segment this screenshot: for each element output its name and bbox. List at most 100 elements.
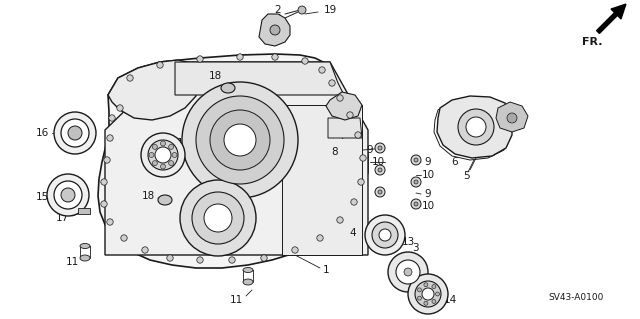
Circle shape bbox=[210, 110, 270, 170]
Circle shape bbox=[302, 58, 308, 64]
Circle shape bbox=[168, 145, 173, 149]
Text: 16: 16 bbox=[35, 128, 49, 138]
Circle shape bbox=[317, 235, 323, 241]
Text: 7: 7 bbox=[339, 131, 346, 141]
Circle shape bbox=[272, 54, 278, 60]
Circle shape bbox=[141, 133, 185, 177]
Ellipse shape bbox=[80, 243, 90, 249]
Circle shape bbox=[378, 168, 382, 172]
Circle shape bbox=[107, 135, 113, 141]
Text: 11: 11 bbox=[229, 295, 243, 305]
Polygon shape bbox=[78, 208, 90, 214]
Circle shape bbox=[351, 199, 357, 205]
Circle shape bbox=[411, 155, 421, 165]
Circle shape bbox=[388, 252, 428, 292]
Circle shape bbox=[229, 257, 236, 263]
Circle shape bbox=[157, 62, 163, 68]
Text: 10: 10 bbox=[421, 201, 435, 211]
Circle shape bbox=[329, 80, 335, 86]
Circle shape bbox=[424, 283, 428, 287]
Polygon shape bbox=[282, 105, 362, 255]
Circle shape bbox=[196, 96, 284, 184]
Circle shape bbox=[458, 109, 494, 145]
Circle shape bbox=[61, 188, 75, 202]
Polygon shape bbox=[98, 54, 368, 268]
Text: 3: 3 bbox=[412, 243, 419, 253]
Circle shape bbox=[347, 112, 353, 118]
Text: FR.: FR. bbox=[582, 37, 602, 47]
Circle shape bbox=[417, 288, 422, 292]
Ellipse shape bbox=[80, 255, 90, 261]
Circle shape bbox=[507, 113, 517, 123]
Text: 9: 9 bbox=[425, 157, 431, 167]
Text: 2: 2 bbox=[275, 5, 282, 15]
Circle shape bbox=[101, 201, 108, 207]
Circle shape bbox=[161, 164, 166, 169]
Circle shape bbox=[408, 274, 448, 314]
Text: 18: 18 bbox=[209, 71, 221, 81]
Circle shape bbox=[360, 155, 366, 161]
Polygon shape bbox=[496, 102, 528, 132]
Text: 19: 19 bbox=[323, 5, 337, 15]
Circle shape bbox=[319, 67, 325, 73]
Circle shape bbox=[197, 56, 204, 62]
Circle shape bbox=[411, 199, 421, 209]
Text: SV43-A0100: SV43-A0100 bbox=[548, 293, 604, 302]
Circle shape bbox=[424, 301, 428, 305]
Circle shape bbox=[417, 296, 422, 300]
Circle shape bbox=[378, 190, 382, 194]
Polygon shape bbox=[175, 62, 344, 95]
Text: 13: 13 bbox=[401, 237, 415, 247]
Circle shape bbox=[375, 187, 385, 197]
Polygon shape bbox=[108, 60, 200, 120]
Circle shape bbox=[414, 158, 418, 162]
Text: 4: 4 bbox=[349, 228, 356, 238]
Text: 19: 19 bbox=[511, 107, 525, 117]
Circle shape bbox=[379, 229, 391, 241]
Text: 18: 18 bbox=[141, 191, 155, 201]
Circle shape bbox=[204, 204, 232, 232]
Text: 9: 9 bbox=[367, 145, 373, 155]
Circle shape bbox=[109, 115, 115, 121]
Circle shape bbox=[375, 165, 385, 175]
Circle shape bbox=[167, 255, 173, 261]
Text: 17: 17 bbox=[56, 213, 68, 223]
Circle shape bbox=[104, 157, 110, 163]
Circle shape bbox=[155, 147, 171, 163]
Circle shape bbox=[142, 247, 148, 253]
Circle shape bbox=[197, 257, 204, 263]
Text: 14: 14 bbox=[444, 295, 456, 305]
Circle shape bbox=[337, 217, 343, 223]
Polygon shape bbox=[259, 14, 290, 46]
Circle shape bbox=[414, 180, 418, 184]
Circle shape bbox=[148, 140, 178, 170]
Polygon shape bbox=[105, 62, 368, 255]
Circle shape bbox=[365, 215, 405, 255]
Circle shape bbox=[121, 235, 127, 241]
Circle shape bbox=[237, 54, 243, 60]
Ellipse shape bbox=[158, 195, 172, 205]
Circle shape bbox=[192, 192, 244, 244]
Polygon shape bbox=[328, 118, 362, 138]
Circle shape bbox=[152, 145, 157, 149]
Circle shape bbox=[298, 6, 306, 14]
Circle shape bbox=[61, 119, 89, 147]
Circle shape bbox=[172, 152, 177, 158]
Circle shape bbox=[466, 117, 486, 137]
Circle shape bbox=[168, 161, 173, 166]
Circle shape bbox=[54, 181, 82, 209]
Polygon shape bbox=[326, 92, 362, 120]
Circle shape bbox=[404, 268, 412, 276]
Circle shape bbox=[415, 281, 441, 307]
Circle shape bbox=[127, 75, 133, 81]
Text: 11: 11 bbox=[65, 257, 79, 267]
Circle shape bbox=[422, 288, 434, 300]
Circle shape bbox=[355, 132, 361, 138]
Circle shape bbox=[396, 260, 420, 284]
Circle shape bbox=[292, 247, 298, 253]
Circle shape bbox=[68, 126, 82, 140]
Circle shape bbox=[182, 82, 298, 198]
Ellipse shape bbox=[243, 279, 253, 285]
Circle shape bbox=[432, 285, 436, 289]
Circle shape bbox=[375, 143, 385, 153]
